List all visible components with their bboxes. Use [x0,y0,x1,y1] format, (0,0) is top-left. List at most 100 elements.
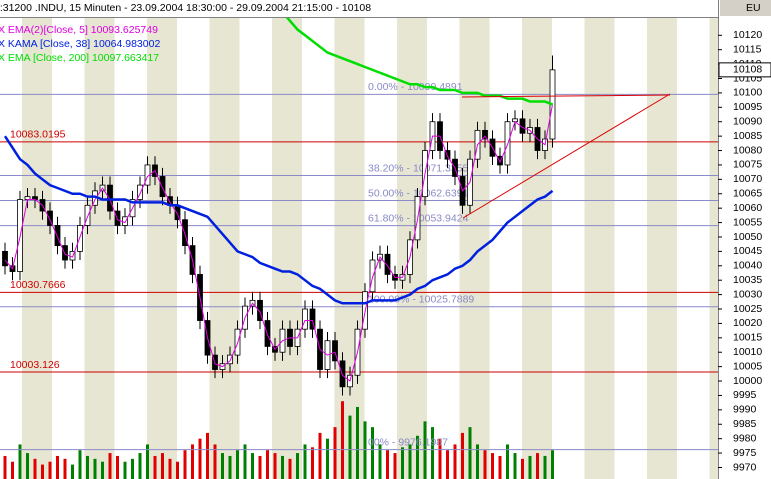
volume-bar [71,464,74,479]
volume-bar [146,444,149,479]
volume-bar [513,453,517,479]
level-label: 10030.7666 [10,279,66,291]
corner-box [720,0,771,16]
price-axis: 1012010115101101010510100100951009010085… [718,29,771,473]
session-band [272,18,302,479]
volume-bar [506,444,509,479]
session-band [22,18,52,479]
volume-bar [236,450,239,479]
candle-body [369,259,376,293]
session-band [334,18,365,479]
volume-bar [258,455,262,479]
y-tick-label: 10080 [733,144,762,156]
volume-bar [108,453,112,479]
volume-bar [356,406,359,479]
volume-bar [281,455,284,479]
volume-bar [86,455,89,479]
volume-bar [333,427,337,479]
volume-bar [176,461,179,479]
volume-bar [491,453,494,479]
volume-bar [476,444,479,479]
volume-bar [318,432,322,479]
volume-bar [48,461,52,479]
candle-body [182,219,188,247]
volume-bar [123,461,127,479]
y-tick-label: 9980 [733,432,757,444]
y-tick-label: 10050 [733,231,762,243]
corner-label: EU [746,2,761,14]
volume-bar [78,450,82,479]
volume-bar [288,458,292,479]
volume-bar [483,450,487,479]
volume-bar [243,444,247,479]
candle-body [302,308,308,330]
volume-bar [198,438,202,479]
volume-bar [228,455,232,479]
legend-entry: X EMA [Close, 200] 10097.663417 [0,52,159,64]
volume-bar [63,458,67,479]
fib-label: 100.00% - 10025.7889 [368,294,474,306]
last-price-label: 10108 [733,64,762,76]
candle-body [62,245,68,261]
fib-label: 00% - 9976.1987 [368,436,448,448]
y-tick-label: 9985 [733,418,757,430]
y-tick-label: 10020 [733,317,762,329]
last-price-box [718,62,771,78]
legend-entry: X EMA(2)[Close, 5] 10093.625749 [0,24,158,36]
volume-bar [453,444,457,479]
candle-body [137,184,143,200]
volume-bar [3,455,7,479]
y-tick-label: 10095 [733,101,762,113]
volume-bar [551,450,554,479]
candle-body [114,210,121,226]
volume-bar [116,455,119,479]
y-tick-label: 10005 [733,360,762,372]
volume-bar [468,427,472,479]
y-tick-label: 10025 [733,303,762,315]
volume-bar [131,458,134,479]
volume-bar [378,444,382,479]
volume-bar [161,453,164,479]
y-tick-label: 10100 [733,87,762,99]
volume-bar [93,458,97,479]
volume-bar [423,421,427,479]
level-label: 10003.126 [10,359,60,371]
candle-body [122,216,128,226]
y-tick-label: 10045 [733,245,762,257]
volume-bar [498,455,502,479]
volume-bar [266,450,269,479]
y-tick-label: 9970 [733,461,757,473]
volume-bar [341,401,344,479]
volume-bar [26,453,29,479]
volume-bar [438,438,442,479]
y-tick-label: 10040 [733,260,762,272]
volume-bar [41,464,44,479]
indicator-line [285,18,553,106]
candle-body [54,225,61,247]
volume-bar [251,453,254,479]
volume-bar [311,447,314,479]
volume-bar [393,453,397,479]
trend-line [462,93,671,219]
volume-bar [101,461,104,479]
volume-bar [213,444,217,479]
volume-bar [303,444,307,479]
y-tick-label: 10065 [733,188,762,200]
candle-body [482,129,488,140]
y-tick-label: 10035 [733,274,762,286]
y-tick-label: 10030 [733,288,762,300]
candle-body [257,299,263,321]
volume-bar [371,427,374,479]
chart-title: 3:31200 .INDU, 15 Minuten - 23.09.2004 1… [0,2,371,14]
legend-entry: X KAMA [Close, 38] 10064.983002 [0,38,160,50]
y-tick-label: 10120 [733,29,762,41]
volume-bar [11,461,14,479]
session-band [647,18,677,479]
volume-bar [273,453,277,479]
volume-bar [536,453,539,479]
y-tick-label: 10010 [733,346,762,358]
y-tick-label: 10115 [733,43,762,55]
session-band [709,18,718,479]
